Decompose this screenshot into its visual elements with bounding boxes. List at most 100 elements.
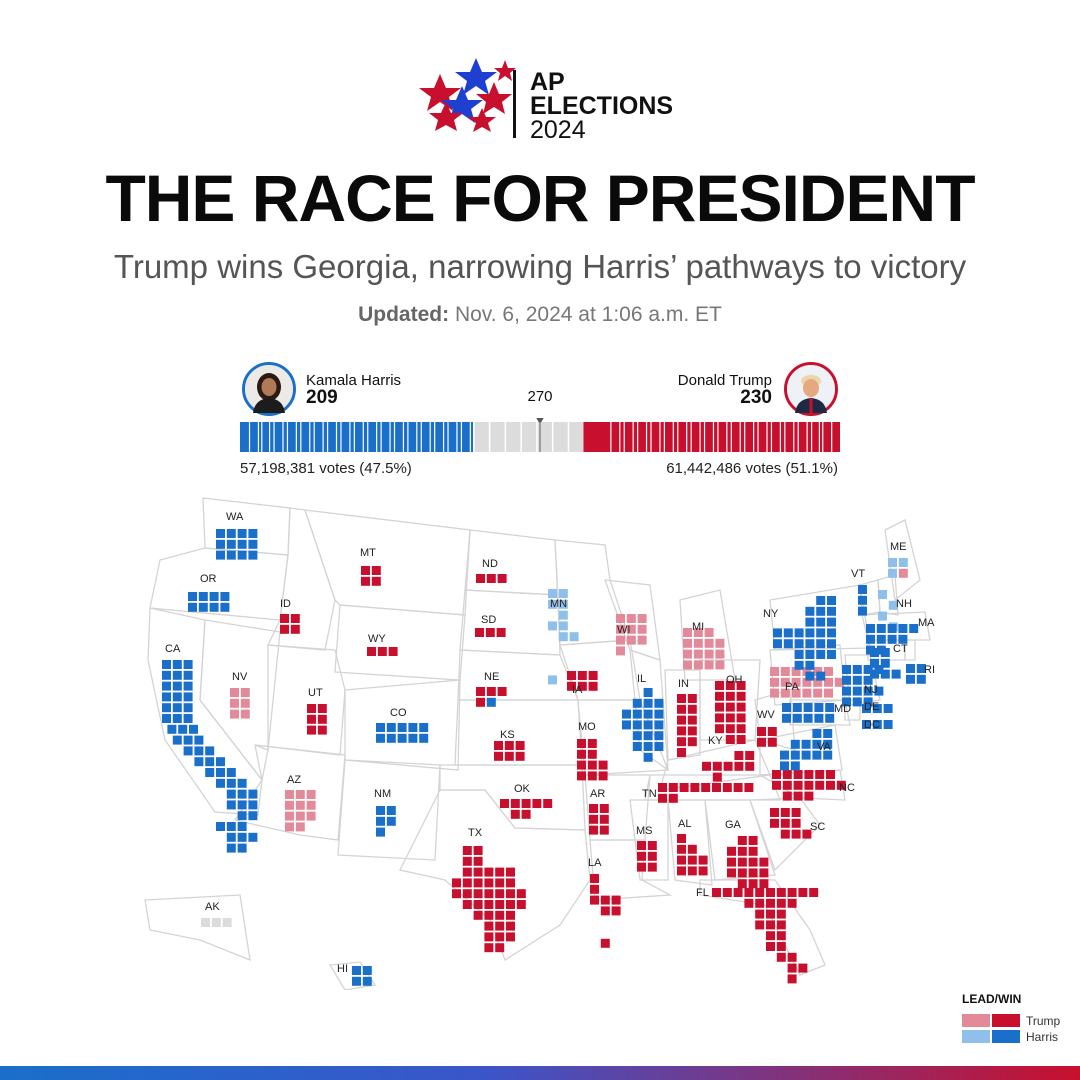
- ev-tile-hi: [352, 966, 361, 975]
- ev-tile-vt: [858, 595, 867, 605]
- ev-tile-ct: [880, 648, 890, 657]
- ev-tile-ky: [745, 761, 755, 771]
- ev-tile-ne: [476, 697, 485, 707]
- state-label-oh: OH: [726, 674, 743, 686]
- ev-tile-me: [888, 558, 897, 567]
- ev-tile-ks: [494, 741, 503, 750]
- ev-tile-ca: [172, 670, 182, 680]
- ev-tile-co: [419, 733, 429, 743]
- ev-tile-ak: [211, 918, 221, 927]
- ev-bar-divider: [536, 422, 538, 452]
- ev-tile-nc: [782, 791, 792, 801]
- ev-tile-mi: [715, 638, 725, 648]
- ev-tile-la: [590, 895, 599, 905]
- ev-tile-ca: [237, 843, 247, 853]
- ev-tile-ga: [727, 868, 736, 878]
- ev-tile-va: [812, 739, 822, 749]
- ev-tile-ny: [827, 596, 836, 605]
- ev-tile-pa: [824, 667, 833, 676]
- ev-tile-sc: [802, 829, 812, 839]
- ev-tile-la: [611, 906, 621, 916]
- ev-tile-ar: [589, 804, 598, 813]
- state-label-va: VA: [817, 741, 832, 753]
- ev-tile-ny: [816, 628, 826, 638]
- ev-tile-nj: [842, 697, 851, 707]
- ev-tile-fl: [766, 942, 775, 951]
- harris-portrait-icon: [245, 365, 293, 413]
- ev-bar-divider: [686, 422, 688, 452]
- state-label-de: DE: [864, 701, 879, 713]
- ev-tile-vt: [858, 585, 867, 594]
- ev-tile-tx: [495, 900, 505, 909]
- ev-tile-in: [687, 694, 697, 703]
- ev-bar-divider: [376, 422, 378, 452]
- ev-tile-oh: [736, 681, 746, 690]
- ev-tile-pa: [824, 677, 833, 687]
- logo-text-year: 2024: [530, 116, 586, 144]
- ev-tile-fl: [766, 898, 775, 908]
- ev-tile-nc: [804, 780, 814, 790]
- state-label-md: MD: [834, 703, 851, 715]
- ev-tile-ca: [162, 681, 171, 691]
- ev-tile-pa: [780, 667, 790, 676]
- ev-bar-divider: [811, 422, 813, 452]
- updated-timestamp: Updated: Nov. 6, 2024 at 1:06 a.m. ET: [0, 303, 1080, 327]
- ev-tile-ca: [216, 757, 225, 767]
- ev-tile-ca: [172, 735, 182, 745]
- ev-bar-divider: [703, 422, 706, 452]
- ev-tile-la: [590, 874, 599, 883]
- ev-tile-ma: [866, 624, 875, 633]
- ev-tile-tx: [484, 867, 494, 877]
- ev-tile-al: [687, 844, 697, 854]
- ev-tile-fl: [766, 909, 775, 919]
- ev-tile-tx: [506, 878, 515, 888]
- ev-bar-divider: [663, 422, 665, 452]
- ev-tile-va: [823, 729, 833, 738]
- ev-bar-divider: [434, 422, 436, 452]
- ev-tile-or: [220, 592, 230, 601]
- ev-tile-tx: [506, 900, 515, 909]
- state-outline: [328, 961, 377, 990]
- ev-tile-pa: [770, 667, 779, 676]
- ev-tile-tx: [506, 910, 515, 920]
- bottom-color-stripe: [0, 1066, 1080, 1080]
- ev-tile-ny: [794, 650, 804, 659]
- ev-tile-ny: [794, 639, 804, 649]
- state-label-nc: NC: [839, 782, 855, 794]
- ev-bar-divider: [619, 422, 621, 452]
- ev-tile-nc: [793, 770, 803, 779]
- ev-bar-divider: [645, 422, 648, 452]
- ev-tile-tn: [679, 783, 689, 792]
- ev-tile-fl: [787, 888, 797, 897]
- ev-tile-fl: [755, 920, 765, 930]
- ev-tile-mi: [704, 638, 714, 648]
- state-label-wy: WY: [368, 633, 386, 645]
- state-label-wi: WI: [617, 624, 630, 636]
- ev-tile-or: [188, 602, 197, 612]
- ev-tile-nj: [874, 686, 884, 696]
- ev-tile-fl: [787, 898, 797, 908]
- ev-tile-or: [198, 602, 208, 612]
- ev-tile-ca: [183, 714, 193, 723]
- ev-tile-ar: [599, 814, 609, 824]
- ev-tile-ms: [637, 851, 646, 861]
- ev-tile-la: [600, 938, 610, 948]
- ev-tile-wa: [216, 529, 225, 538]
- ev-tile-mn: [548, 589, 557, 598]
- ev-tile-az: [295, 822, 305, 832]
- ev-tile-in: [677, 748, 686, 757]
- ev-tile-mi: [704, 649, 714, 659]
- ev-tile-nv: [240, 688, 250, 697]
- ev-tile-nc: [782, 780, 792, 790]
- ev-tile-nj: [842, 665, 851, 674]
- ev-bar-divider: [831, 422, 833, 452]
- ev-tile-ca: [162, 670, 171, 680]
- ev-tile-mt: [371, 566, 381, 575]
- ev-bar-divider: [806, 422, 808, 452]
- state-labels: WA OR CA NV ID MT WY UT AZ CO NM ND SD NE KS OK TX MN IA MO…: [165, 511, 935, 975]
- ev-tile-or: [220, 602, 230, 612]
- ev-tile-ms: [637, 862, 646, 872]
- ev-tile-mn: [558, 599, 568, 609]
- ev-tile-md: [792, 703, 802, 712]
- ev-tile-tx: [506, 867, 515, 877]
